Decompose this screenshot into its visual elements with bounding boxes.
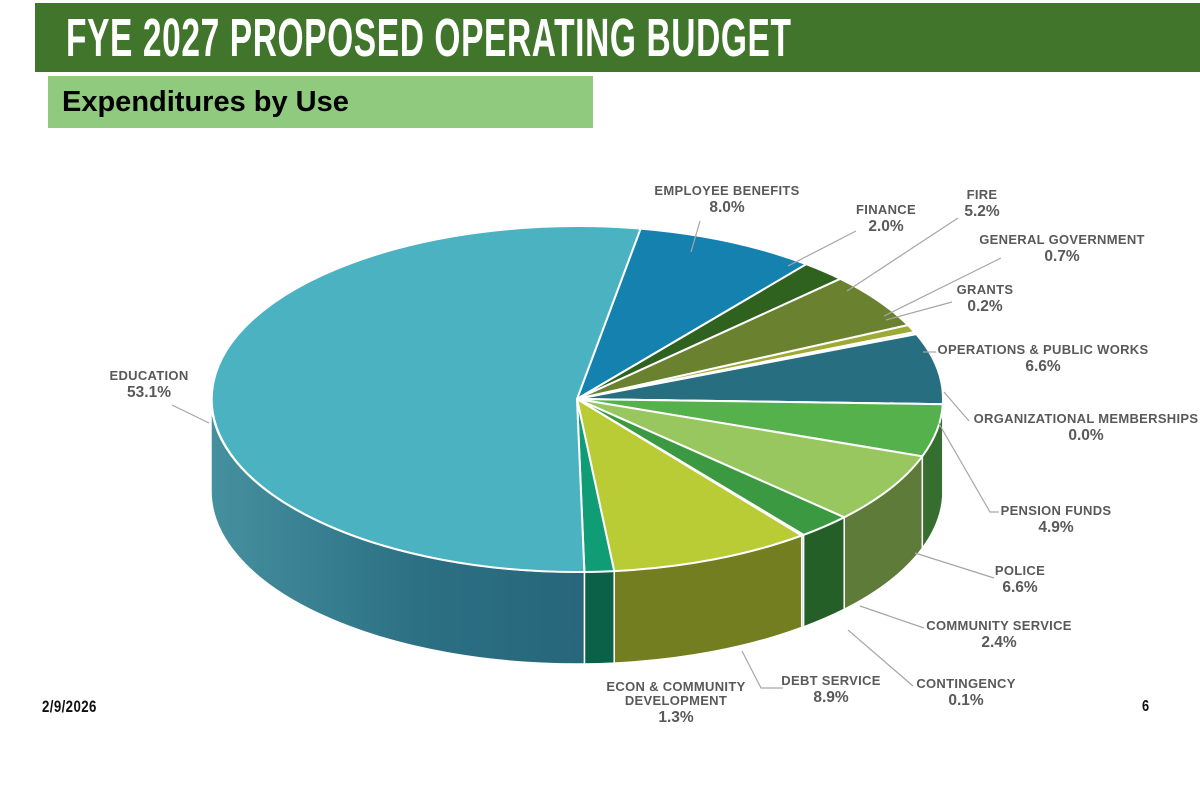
pie-slice-debt-service bbox=[576, 398, 803, 573]
title-bar: FYE 2027 PROPOSED OPERATING BUDGET bbox=[35, 3, 1200, 72]
slide-subtitle: Expenditures by Use bbox=[62, 85, 349, 118]
leader-line-contingency bbox=[847, 629, 914, 687]
leader-line-police bbox=[914, 552, 995, 579]
pie-slice-side-community-service bbox=[802, 516, 845, 628]
leader-line-general-government bbox=[883, 257, 1002, 317]
leader-line-pension-funds bbox=[937, 421, 999, 513]
leader-line-organizational-memberships bbox=[943, 391, 970, 422]
subtitle-bar: Expenditures by Use bbox=[48, 76, 593, 128]
leader-line-community-service bbox=[859, 605, 925, 629]
leader-line-employee-benefits bbox=[690, 220, 701, 253]
pie-slice-operations-public-works bbox=[576, 333, 944, 406]
slide-date: 2/9/2026 bbox=[42, 697, 97, 716]
leader-line-grants bbox=[885, 301, 953, 321]
leader-line-finance bbox=[787, 230, 857, 267]
slide-title: FYE 2027 PROPOSED OPERATING BUDGET bbox=[66, 7, 792, 68]
page-number: 6 bbox=[1142, 698, 1150, 715]
pie-slice-side-econ-community-development bbox=[583, 570, 615, 665]
leader-line-fire bbox=[846, 217, 959, 292]
pie-slice-police bbox=[576, 398, 924, 519]
leader-line-debt-service bbox=[741, 650, 783, 689]
pie-slice-education bbox=[210, 225, 642, 574]
leader-line-education bbox=[171, 404, 210, 424]
